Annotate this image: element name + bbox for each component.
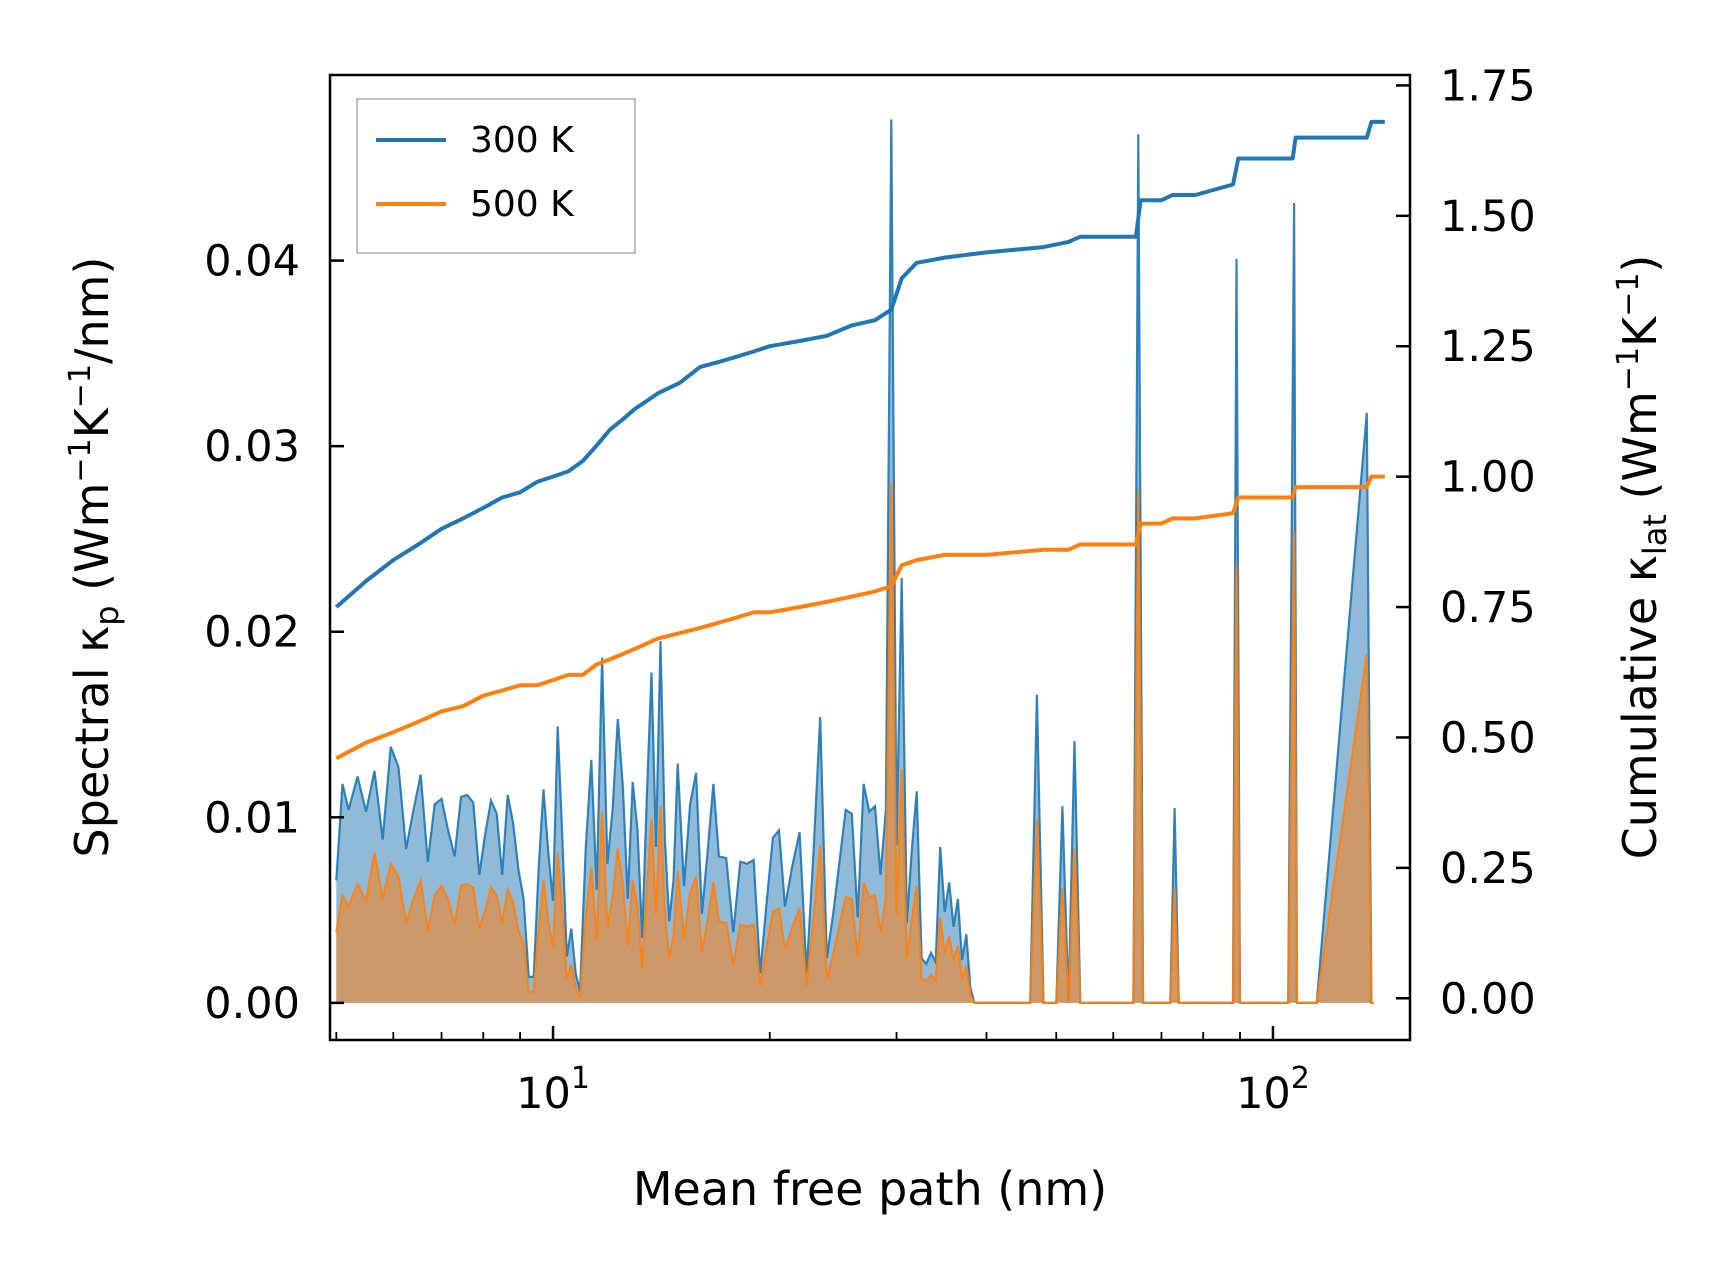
y-left-tick-label: 0.02: [204, 608, 300, 658]
y-right-tick-label: 1.75: [1440, 61, 1536, 111]
legend-label-300k: 300 K: [470, 120, 575, 161]
cumulative-line-300k: [334, 119, 1385, 609]
plot-frame: [328, 73, 1412, 1042]
y-axis-label-left: Spectral κp (Wm−1K−1/nm): [63, 257, 126, 858]
y-left-tick-label: 0.01: [204, 793, 300, 843]
spectral-line-500k: [335, 483, 1374, 1005]
tick-layer: 101 102 0.00 0.01 0.02 0.03 0.04 0.00 0.25 0.50 0.…: [204, 61, 1536, 1119]
y-left-tick-label: 0.04: [204, 237, 300, 287]
y-left-tick-label: 0.00: [204, 979, 300, 1029]
legend-label-500k: 500 K: [470, 184, 575, 225]
y-right-tick-label: 0.00: [1440, 974, 1536, 1024]
spectral-area-500k: [336, 483, 1374, 1003]
x-tick-label: 101: [516, 1061, 590, 1119]
y-left-tick-label: 0.03: [204, 422, 300, 472]
x-tick-label: 102: [1236, 1061, 1310, 1119]
cumulative-line-layer: [334, 119, 1385, 761]
y-right-tick-label: 1.50: [1440, 192, 1536, 242]
y-right-tick-label: 1.00: [1440, 453, 1536, 503]
cumulative-line-500k: [335, 474, 1385, 761]
legend: 300 K 500 K: [356, 98, 636, 254]
y-axis-label-right: Cumulative κlat (Wm−1K−1): [1611, 255, 1674, 860]
spectral-fill-layer: [336, 119, 1374, 1003]
y-right-tick-label: 0.25: [1440, 844, 1536, 894]
spectral-line-layer: [335, 119, 1374, 1005]
legend-box: [356, 98, 636, 254]
y-right-tick-label: 1.25: [1440, 322, 1536, 372]
y-right-tick-label: 0.50: [1440, 713, 1536, 763]
y-right-tick-label: 0.75: [1440, 583, 1536, 633]
x-axis-label: Mean free path (nm): [633, 1162, 1107, 1216]
spectral-line-300k: [335, 119, 1374, 1005]
